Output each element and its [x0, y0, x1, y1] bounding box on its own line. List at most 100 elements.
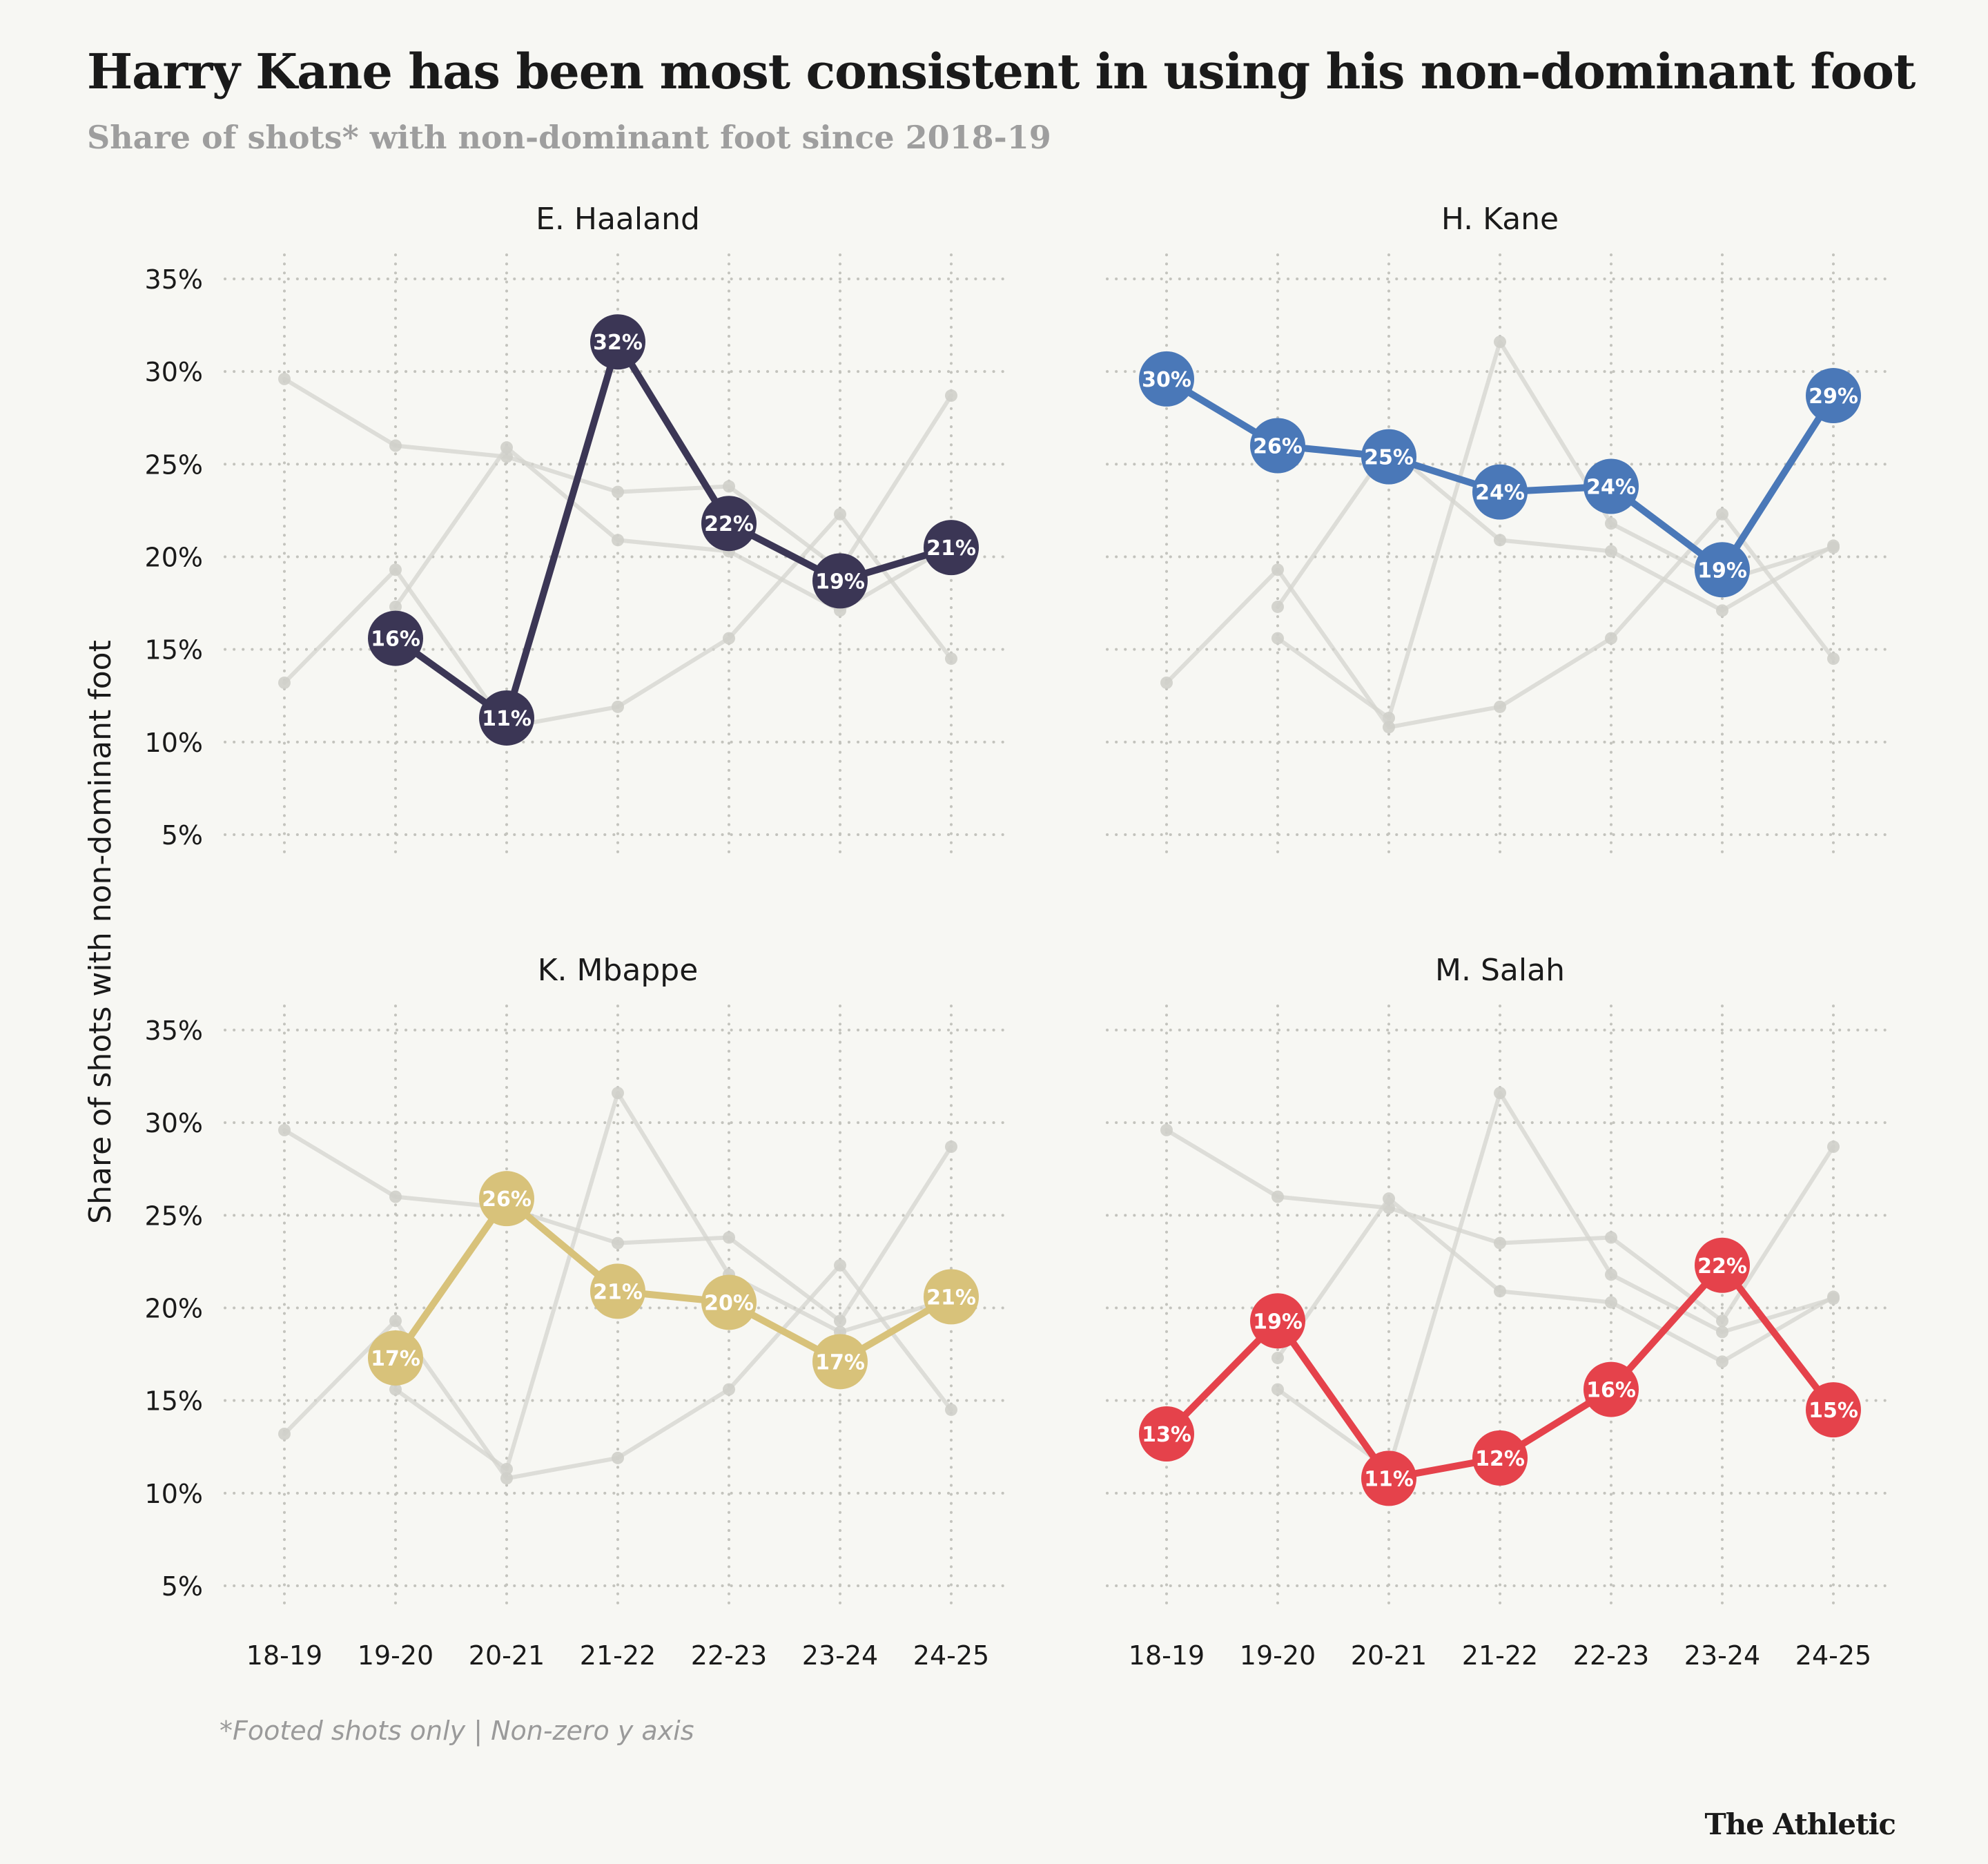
y-tick-label: 15% [145, 635, 203, 666]
x-tick-label: 21-22 [580, 1640, 656, 1671]
background-series-point [500, 441, 513, 454]
background-series-point [945, 389, 957, 402]
background-series-point [389, 563, 402, 576]
x-tick-label: 21-22 [1462, 1640, 1538, 1671]
panel-title: H. Kane [1441, 202, 1559, 237]
background-series-point [1827, 652, 1840, 666]
y-tick-label: 5% [162, 820, 203, 851]
data-label: 26% [482, 1187, 532, 1212]
background-series-point [945, 652, 957, 666]
data-point [1583, 1361, 1639, 1417]
x-tick-label: 19-20 [358, 1640, 433, 1671]
x-tick-label: 22-23 [1573, 1640, 1649, 1671]
background-series-point [834, 1314, 846, 1328]
data-point [1250, 1293, 1305, 1349]
background-series-point [1494, 1236, 1506, 1250]
y-axis-label: Share of shots with non-dominant foot [83, 640, 118, 1224]
background-series-point [1271, 1383, 1284, 1396]
panel-title: E. Haaland [536, 202, 700, 237]
y-tick-label: 25% [145, 449, 203, 480]
data-label: 11% [482, 707, 532, 731]
data-point [1361, 429, 1416, 485]
background-series-point [1271, 1351, 1284, 1364]
background-series-point [1494, 534, 1506, 547]
panel-title: M. Salah [1435, 953, 1565, 988]
data-point [701, 1274, 757, 1330]
background-series-point [1827, 1290, 1840, 1303]
background-series-point [278, 1123, 291, 1136]
background-series-point [612, 1087, 624, 1100]
data-point [479, 690, 534, 746]
background-series-point [278, 1427, 291, 1440]
data-point [924, 520, 979, 576]
background-series-point [723, 480, 735, 493]
background-series-point [945, 1404, 957, 1417]
x-tick-label: 18-19 [1129, 1640, 1205, 1671]
background-series-point [612, 485, 624, 498]
background-series-point [1160, 1123, 1173, 1136]
background-series-point [612, 1451, 624, 1464]
background-series-point [1605, 517, 1617, 530]
data-point [924, 1269, 979, 1325]
y-tick-label: 30% [145, 1108, 203, 1138]
background-series-point [1827, 1140, 1840, 1154]
panel-m-salah: M. Salah 18-19 19-20 20-21 21-22 22-23 23-24 24… [1106, 953, 1894, 1671]
data-point [812, 553, 868, 609]
data-point [1250, 418, 1305, 474]
data-point [1361, 1450, 1416, 1506]
x-tick-label: 18-19 [246, 1640, 322, 1671]
data-label: 24% [1475, 481, 1525, 505]
data-label: 21% [926, 536, 976, 561]
footnote: *Footed shots only | Non-zero y axis [220, 1716, 694, 1746]
data-point [590, 1263, 645, 1319]
data-label: 29% [1809, 385, 1858, 409]
y-tick-label: 35% [145, 1016, 203, 1046]
background-series-point [612, 700, 624, 713]
x-tick-label: 19-20 [1240, 1640, 1316, 1671]
y-tick-label: 20% [145, 1294, 203, 1324]
data-point [1695, 542, 1750, 598]
background-series-line [393, 1091, 953, 1471]
data-point [1139, 1406, 1194, 1462]
background-series-point [1271, 632, 1284, 645]
background-series-point [1716, 604, 1728, 617]
background-series-point [278, 372, 291, 385]
data-label: 30% [1142, 368, 1191, 392]
data-point [1139, 351, 1194, 407]
background-series-point [723, 632, 735, 645]
data-point [1695, 1237, 1750, 1293]
data-point [812, 1334, 868, 1390]
background-series-point [834, 507, 846, 521]
data-point [1583, 458, 1639, 514]
background-series-line [1276, 1196, 1835, 1364]
background-series-point [1271, 563, 1284, 576]
background-series-point [1605, 1296, 1617, 1309]
data-label: 13% [1142, 1423, 1191, 1447]
y-tick-label: 10% [145, 728, 203, 758]
data-label: 19% [1253, 1310, 1303, 1334]
background-series-point [389, 1190, 402, 1203]
background-series-point [1494, 1087, 1506, 1100]
x-tick-label: 20-21 [1351, 1640, 1427, 1671]
background-series-point [1271, 1190, 1284, 1203]
panel-e-haaland: E. Haaland 5% 10% 15% 20% 25% 30% 35% 16% 11% 32% 2… [145, 202, 1012, 859]
panel-h-kane: H. Kane 30% 26% 25% 24% 24% 19% 29% [1106, 202, 1894, 859]
data-label: 21% [593, 1280, 643, 1304]
background-series-point [1605, 1268, 1617, 1281]
background-series-point [389, 600, 402, 613]
background-series-point [1605, 1231, 1617, 1244]
background-series-point [1383, 721, 1395, 734]
panel-title: K. Mbappe [538, 953, 699, 988]
data-label: 32% [593, 331, 643, 355]
chart-subtitle: Share of shots* with non-dominant foot s… [87, 119, 1051, 156]
background-series-point [1271, 600, 1284, 613]
background-series-point [1605, 632, 1617, 645]
background-series-point [612, 1236, 624, 1250]
background-series-point [1160, 676, 1173, 689]
data-label: 17% [371, 1347, 420, 1371]
data-label: 16% [1586, 1379, 1636, 1403]
y-tick-label: 35% [145, 264, 203, 295]
background-series-point [278, 676, 291, 689]
background-series-point [723, 1231, 735, 1244]
